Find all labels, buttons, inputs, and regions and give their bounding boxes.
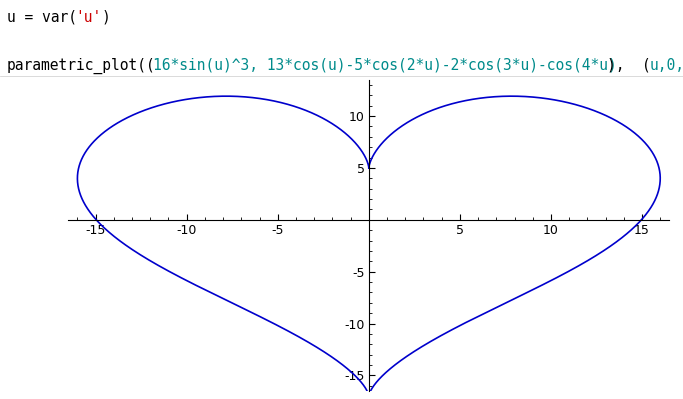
Text: ),  (: ), ( <box>607 58 651 73</box>
Text: u,0,20: u,0,20 <box>650 58 683 73</box>
Text: 16*sin(u)^3, 13*cos(u)-5*cos(2*u)-2*cos(3*u)-cos(4*u): 16*sin(u)^3, 13*cos(u)-5*cos(2*u)-2*cos(… <box>152 58 616 73</box>
Text: 'u': 'u' <box>75 10 102 25</box>
Text: ): ) <box>101 10 110 25</box>
Text: parametric_plot((: parametric_plot(( <box>7 58 156 74</box>
Text: u = var(: u = var( <box>7 10 76 25</box>
